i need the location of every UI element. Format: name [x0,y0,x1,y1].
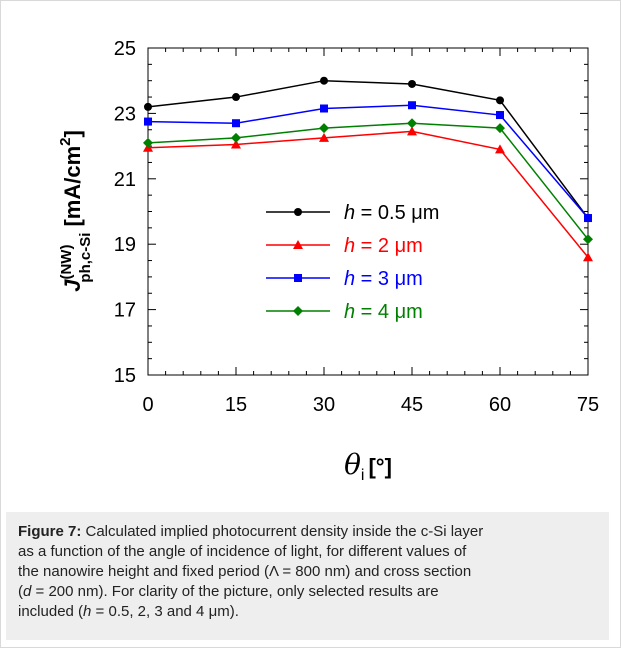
data-point [231,139,241,149]
data-point [407,118,417,129]
x-tick-label: 60 [489,394,511,416]
series-group [143,118,593,245]
legend-entry: h = 4 μm [266,301,423,323]
data-point [584,214,592,223]
x-axis-title: θi [°] [344,448,392,484]
caption-text-1: Calculated implied photocurrent density … [81,523,484,540]
data-point [319,132,329,142]
data-point [407,126,417,136]
x-tick-label: 75 [577,394,599,416]
caption-paren: ( [18,583,23,600]
x-tick-label: 45 [401,394,423,416]
legend-entry: h = 0.5 μm [266,202,439,224]
caption-line-3: the nanowire height and fixed period (Λ … [18,563,472,580]
data-point [496,96,504,105]
legend-label-value: = 2 μm [355,235,423,257]
series-line [147,122,589,240]
series-line [147,104,589,219]
y-tick-label: 25 [114,38,136,60]
series-line [147,79,589,219]
x-tick-label: 30 [313,394,335,416]
svg-text:J(NW)ph,c-Si[mA/cm2]: J(NW) ph,c-Si [mA/cm2] [57,130,94,292]
y-axis-sub: ph,c-Si [77,233,94,283]
data-point [408,79,416,88]
legend-marker [294,274,302,282]
legend-label-symbol: h [344,202,355,224]
series-line [147,130,589,258]
data-point [319,123,329,134]
legend-label-value: = 4 μm [355,301,423,323]
y-tick-label: 21 [114,169,136,191]
legend-label-symbol: h [344,301,355,323]
caption-line-4: (d = 200 nm). For clarity of the picture… [18,582,597,602]
caption-label: Figure 7: [18,523,82,540]
y-tick-label: 23 [114,103,136,125]
legend-marker [293,240,303,249]
data-point [495,144,505,154]
legend-label-value: = 3 μm [355,268,423,290]
caption-text-5b: = 0.5, 2, 3 and 4 μm). [91,603,239,620]
data-point [583,234,593,245]
data-point [232,119,240,128]
y-axis-title: J(NW) ph,c-Si [mA/cm2] [57,130,94,292]
data-point [495,123,505,134]
caption-d: d [23,583,32,600]
legend-marker [294,208,302,216]
legend-marker [293,306,303,316]
x-axis-symbol: θ [344,448,361,481]
data-point [408,101,416,110]
x-tick-label: 15 [225,394,247,416]
legend-label: h = 4 μm [344,301,423,323]
y-axis-unit-end: ] [60,130,85,137]
data-point [143,137,153,148]
data-point [232,93,240,102]
figure-caption: Figure 7: Calculated implied photocurren… [6,512,609,640]
legend-entry: h = 3 μm [266,268,423,290]
data-point [144,117,152,126]
legend-label: h = 2 μm [344,235,423,257]
y-axis-unit: [mA/cm [60,146,85,227]
y-axis-unit-sup: 2 [57,138,74,146]
legend-label-value: = 0.5 μm [355,202,439,224]
caption-line-2: as a function of the angle of incidence … [18,543,467,560]
y-tick-label: 17 [114,300,136,322]
axis-ticks: 0 15 30 45 60 75 15 17 19 21 23 25 [114,38,599,416]
legend-label-symbol: h [344,268,355,290]
caption-line-1: Figure 7: Calculated implied photocurren… [18,522,597,542]
legend-label: h = 3 μm [344,268,423,290]
caption-text-5a: included ( [18,603,84,620]
caption-line-5: included (h = 0.5, 2, 3 and 4 μm). [18,602,597,622]
y-tick-label: 15 [114,365,136,387]
data-point [231,132,241,143]
series-layer [143,76,593,262]
caption-text-4: = 200 nm). For clarity of the picture, o… [31,583,439,600]
series-group [143,126,593,262]
y-tick-label: 19 [114,234,136,256]
legend-label-symbol: h [344,235,355,257]
legend: h = 0.5 μmh = 2 μmh = 3 μmh = 4 μm [266,202,439,323]
legend-label: h = 0.5 μm [344,202,439,224]
y-axis-symbol: J [60,279,85,292]
data-point [583,252,593,262]
data-point [496,111,504,120]
x-axis-sub: i [361,467,365,484]
x-axis-unit: [°] [368,454,391,479]
series-group [144,101,592,223]
legend-entry: h = 2 μm [266,235,423,257]
series-group [144,76,592,223]
data-point [144,102,152,111]
caption-h: h [83,603,92,620]
data-point [320,104,328,113]
data-point [320,76,328,85]
x-tick-label: 0 [142,394,153,416]
y-axis-sup: (NW) [58,245,75,280]
